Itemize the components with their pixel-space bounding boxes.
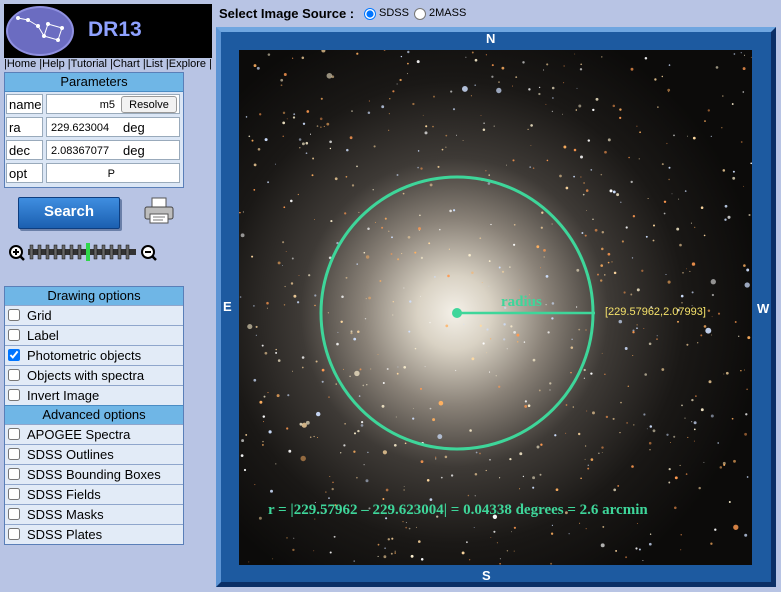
param-opt-cell [46, 163, 180, 183]
param-dec-label: dec [6, 140, 43, 160]
nav-chart[interactable]: Chart [112, 58, 140, 70]
option-sdss-fields[interactable]: SDSS Fields [5, 484, 183, 504]
label-checkbox[interactable] [8, 329, 20, 341]
2mass-radio[interactable] [414, 8, 426, 20]
radius-formula: r = |229.57962 – 229.623004| = 0.04338 d… [268, 502, 648, 518]
invert-image-label: Invert Image [27, 388, 100, 403]
print-icon[interactable] [142, 196, 176, 226]
invert-image-checkbox[interactable] [8, 389, 20, 401]
param-opt-row: opt [5, 162, 183, 184]
sdss-outlines-checkbox[interactable] [8, 448, 20, 460]
drawing-options-title: Drawing options [5, 287, 183, 305]
sdss-fields-checkbox[interactable] [8, 488, 20, 500]
dec-input[interactable] [49, 142, 117, 159]
sdss-masks-label: SDSS Masks [27, 507, 104, 522]
photometric-objects-label: Photometric objects [27, 348, 142, 363]
top-nav: |Home |Help |Tutorial |Chart |List |Expl… [4, 58, 212, 70]
option-objects-with-spectra[interactable]: Objects with spectra [5, 365, 183, 385]
param-ra-cell: deg [46, 117, 180, 137]
radius-label: radius [501, 294, 542, 310]
zoom-in-icon[interactable] [9, 245, 25, 261]
param-ra-label: ra [6, 117, 43, 137]
2mass-radio-label: 2MASS [429, 7, 467, 19]
ra-unit: deg [123, 120, 145, 135]
zoom-slider[interactable] [28, 243, 136, 261]
edge-coordinate-label: [229.57962,2.07993] [605, 306, 706, 318]
grid-checkbox[interactable] [8, 309, 20, 321]
photometric-objects-checkbox[interactable] [8, 349, 20, 361]
zoom-control [8, 242, 162, 264]
option-photometric-objects[interactable]: Photometric objects [5, 345, 183, 365]
dec-unit: deg [123, 143, 145, 158]
option-label[interactable]: Label [5, 325, 183, 345]
sdss-outlines-label: SDSS Outlines [27, 447, 114, 462]
logo-title: DR13 [88, 18, 142, 41]
nav-explore[interactable]: Explore [168, 58, 207, 70]
center-marker [452, 308, 462, 318]
apogee-spectra-checkbox[interactable] [8, 428, 20, 440]
sdss-radio-label: SDSS [379, 7, 409, 19]
apogee-spectra-label: APOGEE Spectra [27, 427, 131, 442]
param-ra-row: ra deg [5, 116, 183, 138]
option-sdss-outlines[interactable]: SDSS Outlines [5, 444, 183, 464]
objects-with-spectra-checkbox[interactable] [8, 369, 20, 381]
sdss-masks-checkbox[interactable] [8, 508, 20, 520]
zoom-slider-thumb[interactable] [86, 243, 90, 261]
param-name-row: name Resolve [5, 93, 183, 115]
compass-south: S [482, 568, 491, 583]
sdss-fields-label: SDSS Fields [27, 487, 101, 502]
sdss-plates-label: SDSS Plates [27, 527, 103, 542]
option-invert-image[interactable]: Invert Image [5, 385, 183, 405]
sky-image[interactable]: radius [229.57962,2.07993] r = |229.5796… [239, 50, 752, 565]
param-name-label: name [6, 94, 43, 114]
param-name-cell: Resolve [46, 94, 180, 114]
sdss-bounding-boxes-checkbox[interactable] [8, 468, 20, 480]
option-grid[interactable]: Grid [5, 305, 183, 325]
parameters-panel: Parameters name Resolve ra deg dec deg o… [4, 72, 184, 188]
nav-help[interactable]: Help [42, 58, 65, 70]
image-source-label: Select Image Source : [219, 6, 355, 21]
search-button[interactable]: Search [18, 197, 120, 229]
advanced-options-title: Advanced options [5, 405, 183, 424]
param-dec-cell: deg [46, 140, 180, 160]
nav-tutorial[interactable]: Tutorial [70, 58, 107, 70]
option-sdss-masks[interactable]: SDSS Masks [5, 504, 183, 524]
nav-list[interactable]: List [145, 58, 163, 70]
objects-with-spectra-label: Objects with spectra [27, 368, 145, 383]
sdss-radio[interactable] [364, 8, 376, 20]
compass-north: N [486, 31, 496, 46]
option-sdss-bounding-boxes[interactable]: SDSS Bounding Boxes [5, 464, 183, 484]
compass-west: W [757, 301, 770, 316]
ra-input[interactable] [49, 119, 117, 136]
param-opt-label: opt [6, 163, 43, 183]
drawing-options-panel: Drawing options Grid Label Photometric o… [4, 286, 184, 545]
option-sdss-plates[interactable]: SDSS Plates [5, 524, 183, 544]
name-input[interactable] [49, 96, 117, 113]
opt-input[interactable] [49, 165, 117, 182]
zoom-out-icon[interactable] [141, 245, 157, 261]
parameters-title: Parameters [5, 73, 183, 92]
constellation-icon [6, 6, 74, 56]
grid-label: Grid [27, 308, 52, 323]
label-label: Label [27, 328, 59, 343]
option-apogee-spectra[interactable]: APOGEE Spectra [5, 424, 183, 444]
param-dec-row: dec deg [5, 139, 183, 161]
sdss-bounding-boxes-label: SDSS Bounding Boxes [27, 467, 161, 482]
sdss-logo[interactable]: DR13 [4, 4, 212, 58]
compass-east: E [223, 299, 232, 314]
sdss-plates-checkbox[interactable] [8, 528, 20, 540]
resolve-button[interactable]: Resolve [121, 96, 177, 113]
nav-home[interactable]: Home [6, 58, 37, 70]
